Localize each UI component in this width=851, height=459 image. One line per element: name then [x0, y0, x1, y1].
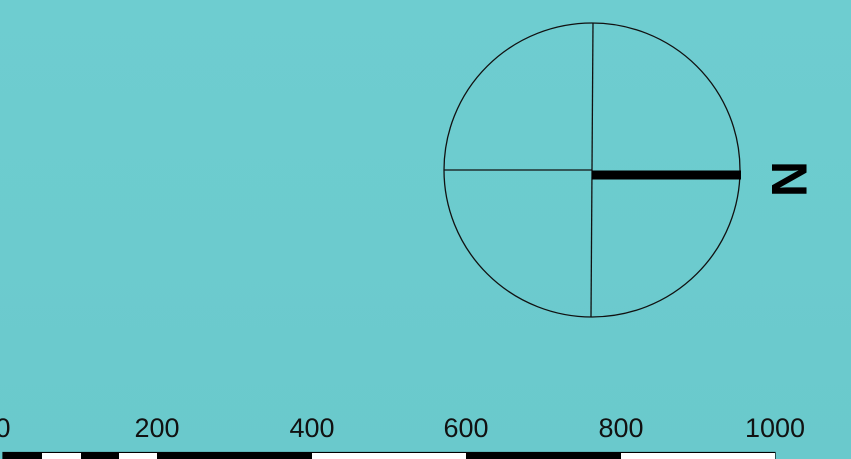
- north-arrow: N: [443, 22, 817, 318]
- scale-tick-label-0: 0: [0, 413, 11, 443]
- scale-segment-3: [81, 453, 119, 459]
- scale-segment-7: [466, 453, 621, 459]
- scale-tick-label-600: 600: [443, 413, 488, 443]
- scale-tick-label-200: 200: [134, 413, 179, 443]
- scale-segment-4: [119, 453, 157, 459]
- north-letter: N: [761, 161, 817, 197]
- scale-tick-label-800: 800: [598, 413, 643, 443]
- scale-segment-2: [42, 453, 81, 459]
- scale-segment-6: [312, 453, 466, 459]
- scale-segment-8: [621, 453, 775, 459]
- scale-tick-label-400: 400: [289, 413, 334, 443]
- scale-bar: 0 200 400 600 800 1000: [0, 413, 805, 459]
- scale-tick-label-1000: 1000: [745, 413, 805, 443]
- scale-segment-1: [3, 453, 42, 459]
- scale-segment-5: [157, 453, 312, 459]
